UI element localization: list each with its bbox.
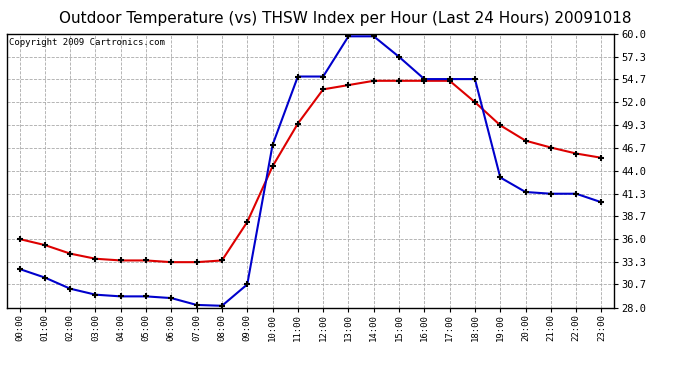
Text: Outdoor Temperature (vs) THSW Index per Hour (Last 24 Hours) 20091018: Outdoor Temperature (vs) THSW Index per …: [59, 11, 631, 26]
Text: Copyright 2009 Cartronics.com: Copyright 2009 Cartronics.com: [9, 38, 165, 47]
